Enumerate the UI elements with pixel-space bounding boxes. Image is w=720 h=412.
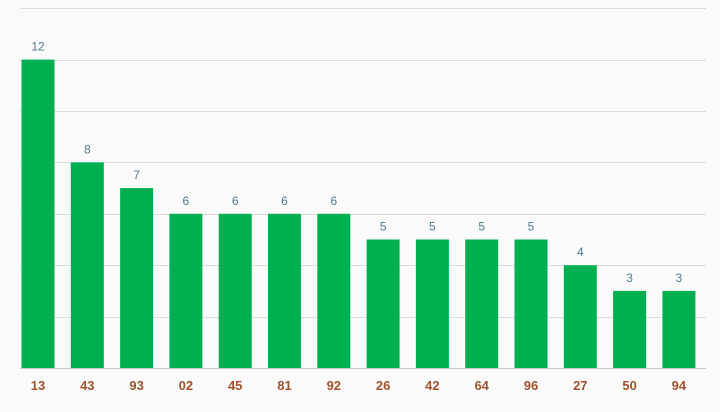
value-label-92: 6 [330, 194, 337, 208]
value-label-81: 6 [281, 194, 288, 208]
bar-layer [21, 59, 696, 368]
x-tick-label-94: 94 [672, 378, 687, 393]
x-tick-label-27: 27 [573, 378, 587, 393]
bar-81 [268, 213, 301, 368]
x-tick-label-26: 26 [376, 378, 390, 393]
bar-43 [70, 162, 104, 368]
x-tick-label-64: 64 [474, 378, 489, 393]
x-tick-label-13: 13 [31, 378, 45, 393]
bar-92 [317, 213, 351, 368]
bar-96 [514, 239, 548, 368]
bar-45 [218, 213, 252, 368]
value-label-96: 5 [528, 220, 535, 234]
bar-93 [120, 188, 154, 368]
bar-13 [21, 59, 55, 368]
x-tick-label-45: 45 [228, 378, 242, 393]
bar-42 [415, 239, 449, 368]
value-label-26: 5 [380, 220, 387, 234]
x-tick-label-42: 42 [425, 378, 439, 393]
x-tick-label-50: 50 [622, 378, 636, 393]
bar-02 [169, 213, 203, 368]
value-label-layer: 12 8 7 6 6 6 6 5 5 5 5 4 3 3 [31, 40, 682, 285]
value-label-13: 12 [31, 40, 45, 54]
value-label-64: 5 [478, 220, 485, 234]
x-tick-label-43: 43 [80, 378, 94, 393]
bar-64 [465, 239, 499, 368]
value-label-93: 7 [133, 168, 140, 182]
bar-27 [563, 265, 597, 368]
x-tick-label-93: 93 [129, 378, 143, 393]
bar-50 [613, 290, 647, 368]
x-tick-label-96: 96 [524, 378, 538, 393]
bar-26 [366, 239, 400, 368]
category-label-layer: 13 43 93 02 45 81 92 26 42 64 96 27 50 94 [31, 378, 687, 393]
x-tick-label-92: 92 [327, 378, 341, 393]
bar-94 [662, 290, 696, 368]
value-label-27: 4 [577, 245, 584, 259]
value-label-45: 6 [232, 194, 239, 208]
value-label-94: 3 [676, 271, 683, 285]
value-label-50: 3 [626, 271, 633, 285]
x-tick-label-81: 81 [277, 378, 291, 393]
x-tick-label-02: 02 [179, 378, 193, 393]
value-label-43: 8 [84, 142, 91, 156]
value-label-02: 6 [183, 194, 190, 208]
value-label-42: 5 [429, 220, 436, 234]
